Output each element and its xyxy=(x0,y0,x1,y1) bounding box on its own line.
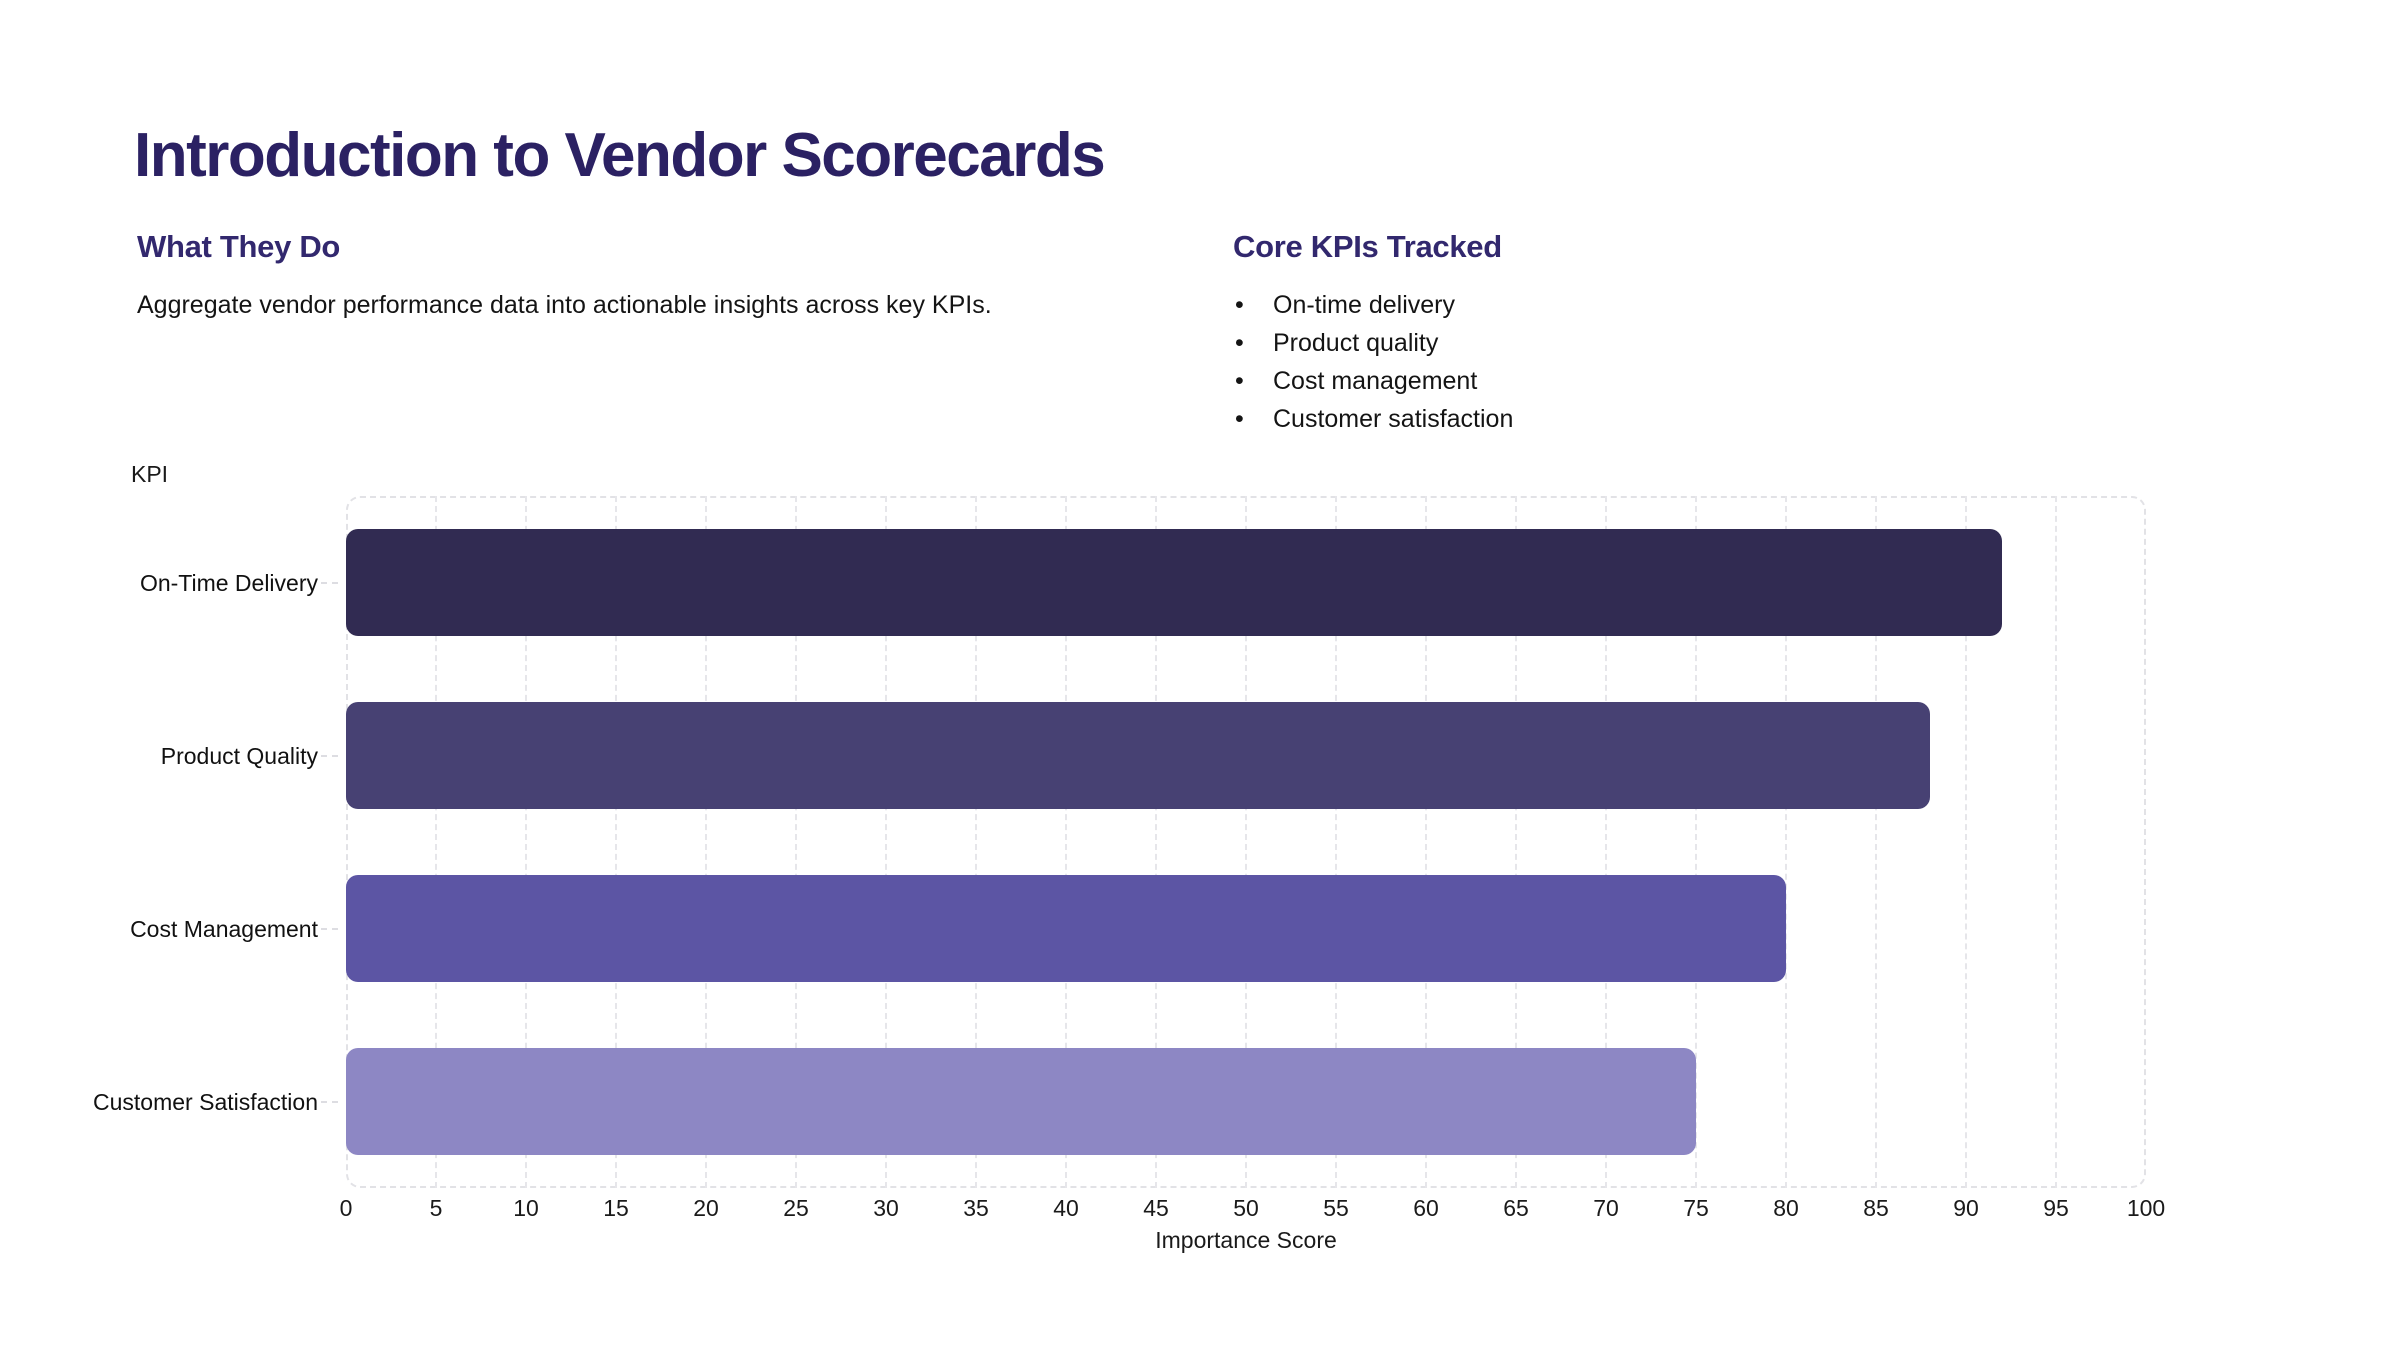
bullet-icon: • xyxy=(1235,329,1244,357)
x-tick-label: 90 xyxy=(1953,1195,1979,1221)
x-tick-label: 5 xyxy=(429,1195,443,1221)
x-tick-label: 75 xyxy=(1683,1195,1709,1221)
x-tick-label: 60 xyxy=(1413,1195,1439,1221)
gridline xyxy=(1875,496,1877,1188)
bullet-text: Product quality xyxy=(1273,329,1439,357)
gridline xyxy=(1695,496,1697,1188)
x-tick-label: 70 xyxy=(1593,1195,1619,1221)
x-axis-title: Importance Score xyxy=(1155,1227,1337,1253)
x-tick-label: 65 xyxy=(1503,1195,1529,1221)
bullet-icon: • xyxy=(1235,367,1244,395)
section-heading-core-kpis: Core KPIs Tracked xyxy=(1233,229,1502,264)
x-tick-label: 80 xyxy=(1773,1195,1799,1221)
bar-customer-satisfaction xyxy=(346,1048,1696,1155)
y-tick-dash xyxy=(321,927,338,930)
gridline xyxy=(525,496,527,1188)
importance-score-bar-chart: On-Time Delivery Product Quality Cost Mana… xyxy=(93,496,2165,1253)
section-heading-what-they-do: What They Do xyxy=(137,229,341,264)
gridline xyxy=(2055,496,2057,1188)
bullet-icon: • xyxy=(1235,291,1244,319)
bullet-text: Cost management xyxy=(1273,367,1478,395)
page-title: Introduction to Vendor Scorecards xyxy=(134,121,1106,190)
list-item: • Product quality xyxy=(1233,324,2133,362)
list-item: • On-time delivery xyxy=(1233,286,2133,324)
section-core-kpis: Core KPIs Tracked • On-time delivery • Pro… xyxy=(1233,228,2133,438)
list-item: • Cost management xyxy=(1233,362,2133,400)
gridline xyxy=(1965,496,1967,1188)
x-tick-label: 55 xyxy=(1323,1195,1349,1221)
x-tick-label: 95 xyxy=(2043,1195,2069,1221)
bullet-text: Customer satisfaction xyxy=(1273,405,1514,433)
section-body-text: Aggregate vendor performance data into a… xyxy=(137,291,992,319)
gridline xyxy=(885,496,887,1188)
gridline xyxy=(1155,496,1157,1188)
gridline xyxy=(705,496,707,1188)
bar-cost-management xyxy=(346,875,1786,982)
gridline xyxy=(1605,496,1607,1188)
bar-product-quality xyxy=(346,702,1930,809)
x-tick-label: 0 xyxy=(339,1195,353,1221)
y-category-label: Cost Management xyxy=(130,915,318,942)
gridline xyxy=(975,496,977,1188)
gridline xyxy=(1245,496,1247,1188)
gridline xyxy=(1515,496,1517,1188)
y-category-label: Customer Satisfaction xyxy=(93,1088,318,1115)
x-tick-label: 30 xyxy=(873,1195,899,1221)
x-tick-label: 20 xyxy=(693,1195,719,1221)
y-axis-title: KPI xyxy=(131,461,169,487)
y-tick-dash xyxy=(321,1100,338,1103)
x-tick-label: 25 xyxy=(783,1195,809,1221)
bullet-icon: • xyxy=(1235,405,1244,433)
y-tick-dash xyxy=(321,581,338,584)
gridline xyxy=(1335,496,1337,1188)
list-item: • Customer satisfaction xyxy=(1233,400,2133,438)
gridline xyxy=(1785,496,1787,1188)
y-tick-dash xyxy=(321,754,338,757)
kpi-bullet-list: • On-time delivery • Product quality • Cost… xyxy=(1233,286,2133,438)
y-category-label: Product Quality xyxy=(160,742,318,769)
x-tick-label: 85 xyxy=(1863,1195,1889,1221)
x-tick-label: 15 xyxy=(603,1195,629,1221)
bullet-text: On-time delivery xyxy=(1273,291,1455,319)
x-tick-label: 45 xyxy=(1143,1195,1169,1221)
x-tick-label: 100 xyxy=(2126,1195,2166,1221)
section-what-they-do: What They Do Aggregate vendor performanc… xyxy=(137,228,1137,322)
bar-on-time-delivery xyxy=(346,529,2002,636)
gridline xyxy=(435,496,437,1188)
x-tick-label: 10 xyxy=(513,1195,539,1221)
y-category-label: On-Time Delivery xyxy=(139,569,318,596)
x-tick-label: 35 xyxy=(963,1195,989,1221)
gridline xyxy=(615,496,617,1188)
x-tick-label: 40 xyxy=(1053,1195,1079,1221)
x-tick-label: 50 xyxy=(1233,1195,1259,1221)
gridline xyxy=(795,496,797,1188)
gridline xyxy=(1425,496,1427,1188)
gridline xyxy=(1065,496,1067,1188)
